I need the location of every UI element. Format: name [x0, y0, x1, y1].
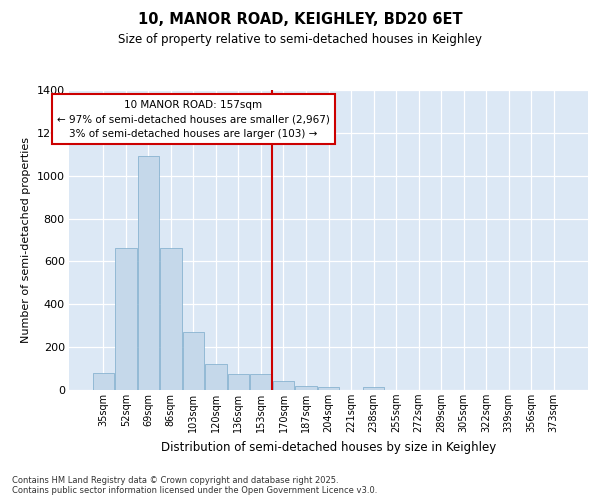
Bar: [160, 248, 182, 390]
Text: 10 MANOR ROAD: 157sqm
← 97% of semi-detached houses are smaller (2,967)
3% of se: 10 MANOR ROAD: 157sqm ← 97% of semi-deta…: [57, 100, 330, 139]
Bar: [363, 387, 384, 390]
Bar: [318, 387, 339, 390]
Bar: [205, 364, 227, 390]
Text: 10, MANOR ROAD, KEIGHLEY, BD20 6ET: 10, MANOR ROAD, KEIGHLEY, BD20 6ET: [137, 12, 463, 28]
Bar: [250, 374, 272, 390]
Bar: [273, 382, 294, 390]
Text: Contains HM Land Registry data © Crown copyright and database right 2025.
Contai: Contains HM Land Registry data © Crown c…: [12, 476, 377, 495]
Bar: [92, 373, 114, 390]
Bar: [295, 386, 317, 390]
Y-axis label: Number of semi-detached properties: Number of semi-detached properties: [21, 137, 31, 343]
Text: Size of property relative to semi-detached houses in Keighley: Size of property relative to semi-detach…: [118, 32, 482, 46]
X-axis label: Distribution of semi-detached houses by size in Keighley: Distribution of semi-detached houses by …: [161, 440, 496, 454]
Bar: [137, 156, 159, 390]
Bar: [115, 248, 137, 390]
Bar: [182, 332, 204, 390]
Bar: [228, 374, 249, 390]
